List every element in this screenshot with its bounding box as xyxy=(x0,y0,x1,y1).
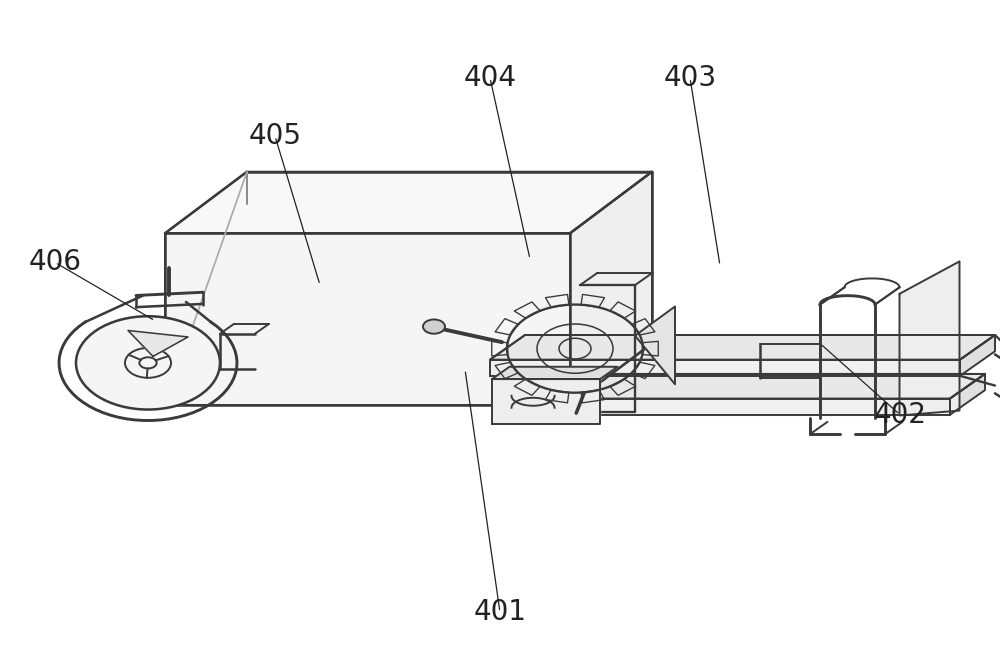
Polygon shape xyxy=(165,233,570,405)
Polygon shape xyxy=(492,367,617,379)
Text: 403: 403 xyxy=(663,64,717,92)
Polygon shape xyxy=(492,379,600,424)
Text: 405: 405 xyxy=(248,122,302,150)
Polygon shape xyxy=(950,374,985,415)
Polygon shape xyxy=(500,399,950,415)
Polygon shape xyxy=(128,330,188,356)
Circle shape xyxy=(423,319,445,334)
Polygon shape xyxy=(570,172,652,405)
Polygon shape xyxy=(490,335,995,360)
Polygon shape xyxy=(900,261,960,415)
Text: 404: 404 xyxy=(464,64,516,92)
Polygon shape xyxy=(960,335,995,376)
Polygon shape xyxy=(635,307,675,384)
Circle shape xyxy=(76,316,220,410)
Polygon shape xyxy=(490,360,960,376)
Text: 406: 406 xyxy=(28,248,82,277)
Polygon shape xyxy=(500,374,985,399)
Text: 401: 401 xyxy=(474,598,526,627)
Polygon shape xyxy=(165,172,652,233)
Text: 402: 402 xyxy=(874,400,926,429)
